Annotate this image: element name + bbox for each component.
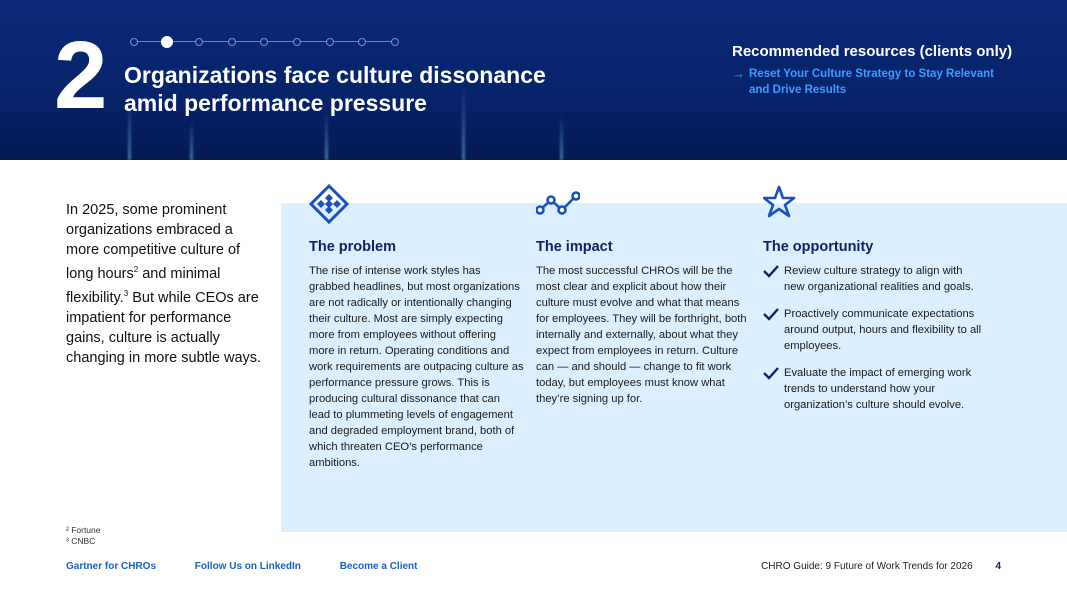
list-item: Proactively communicate expectations aro…	[763, 306, 983, 354]
light-streak	[190, 120, 193, 160]
diamond-grid-icon	[309, 184, 350, 225]
problem-column: The problem The rise of intense work sty…	[309, 184, 524, 471]
section-number: 2	[54, 22, 107, 129]
list-item: Review culture strategy to align with ne…	[763, 263, 983, 295]
checkmark-icon	[763, 367, 779, 380]
progress-dot	[130, 38, 138, 46]
footnote-ref-3: 3	[123, 288, 129, 298]
list-item-text: Review culture strategy to align with ne…	[784, 265, 974, 293]
checkmark-icon	[763, 265, 779, 278]
light-streak	[325, 110, 328, 160]
page-title-line2: amid performance pressure	[124, 90, 427, 116]
resource-link[interactable]: → Reset Your Culture Strategy to Stay Re…	[732, 66, 1012, 98]
list-item-text: Evaluate the impact of emerging work tre…	[784, 367, 972, 411]
footer-meta: CHRO Guide: 9 Future of Work Trends for …	[761, 561, 1001, 573]
resources-heading: Recommended resources (clients only)	[732, 43, 1013, 60]
resource-link-line1: Reset Your Culture Strategy to Stay Rele…	[749, 68, 994, 80]
list-item-text: Proactively communicate expectations aro…	[784, 308, 982, 352]
progress-dot	[358, 38, 367, 46]
impact-column: The impact The most successful CHROs wil…	[536, 184, 751, 407]
intro-text-1: In 2025, some prominent organizations em…	[66, 202, 241, 282]
impact-title: The impact	[536, 239, 613, 255]
intro-text-3: But while CEOs are impatient for perform…	[66, 289, 262, 366]
checkmark-icon	[763, 308, 779, 321]
star-icon	[763, 185, 796, 218]
opportunity-column: The opportunity Review culture strategy …	[763, 184, 983, 424]
opportunity-list: Review culture strategy to align with ne…	[763, 263, 983, 413]
light-streak	[128, 100, 131, 160]
become-a-client-link[interactable]: Become a Client	[339, 561, 418, 572]
gartner-for-chros-link[interactable]: Gartner for CHROs	[66, 561, 157, 572]
footnotes: ² Fortune ³ CNBC	[66, 525, 101, 547]
intro-text-2: and minimal flexibility.	[66, 265, 221, 306]
recommended-resources: Recommended resources (clients only) → R…	[732, 42, 1052, 98]
trend-progress-indicator	[126, 36, 399, 48]
progress-dot	[293, 38, 301, 46]
light-streak	[560, 115, 563, 160]
guide-title: CHRO Guide: 9 Future of Work Trends for …	[761, 561, 973, 572]
problem-body: The rise of intense work styles has grab…	[309, 265, 524, 469]
trend-line-icon	[536, 191, 580, 215]
footer-links: Gartner for CHROs Follow Us on LinkedIn …	[66, 561, 454, 573]
arrow-right-icon: →	[732, 66, 745, 81]
progress-dot	[195, 38, 204, 46]
opportunity-title: The opportunity	[763, 239, 874, 255]
content-panel	[281, 203, 1067, 532]
page-number: 4	[995, 561, 1001, 572]
progress-dot-current	[160, 36, 173, 48]
progress-dot	[390, 38, 399, 46]
impact-body: The most successful CHROs will be the mo…	[536, 265, 747, 405]
footnote-3: ³ CNBC	[66, 536, 96, 546]
resource-link-text: Reset Your Culture Strategy to Stay Rele…	[749, 66, 994, 98]
problem-title: The problem	[309, 239, 397, 255]
progress-dot	[325, 38, 334, 46]
linkedin-link[interactable]: Follow Us on LinkedIn	[194, 561, 301, 572]
page-title-line1: Organizations face culture dissonance	[124, 62, 546, 88]
progress-dot	[260, 38, 269, 46]
list-item: Evaluate the impact of emerging work tre…	[763, 365, 983, 413]
page-title: Organizations face culture dissonance am…	[124, 61, 604, 117]
footnote-2: ² Fortune	[66, 525, 101, 535]
progress-dot	[227, 38, 236, 46]
intro-paragraph: In 2025, some prominent organizations em…	[66, 200, 266, 368]
light-streak	[462, 85, 465, 160]
footnote-ref-2: 2	[133, 265, 139, 274]
resource-link-line2: and Drive Results	[749, 84, 847, 96]
hero-banner: 2 Organizations face culture dissonance …	[0, 0, 1067, 160]
